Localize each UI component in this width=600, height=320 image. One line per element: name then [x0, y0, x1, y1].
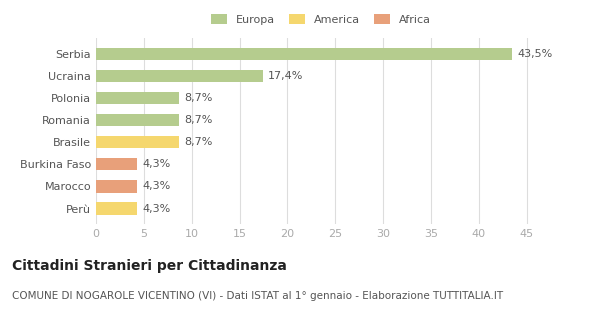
Bar — [96, 203, 137, 215]
Bar — [96, 114, 179, 126]
Text: 4,3%: 4,3% — [142, 204, 170, 213]
Text: 43,5%: 43,5% — [517, 49, 553, 59]
Text: 8,7%: 8,7% — [184, 93, 212, 103]
Bar — [96, 48, 512, 60]
Bar — [96, 92, 179, 104]
Text: 8,7%: 8,7% — [184, 137, 212, 147]
Text: 8,7%: 8,7% — [184, 115, 212, 125]
Text: 4,3%: 4,3% — [142, 181, 170, 191]
Legend: Europa, America, Africa: Europa, America, Africa — [211, 14, 431, 25]
Bar — [96, 180, 137, 193]
Bar — [96, 136, 179, 148]
Text: COMUNE DI NOGAROLE VICENTINO (VI) - Dati ISTAT al 1° gennaio - Elaborazione TUTT: COMUNE DI NOGAROLE VICENTINO (VI) - Dati… — [12, 291, 503, 301]
Bar — [96, 158, 137, 171]
Bar — [96, 70, 263, 82]
Text: 17,4%: 17,4% — [268, 71, 303, 81]
Text: Cittadini Stranieri per Cittadinanza: Cittadini Stranieri per Cittadinanza — [12, 259, 287, 273]
Text: 4,3%: 4,3% — [142, 159, 170, 169]
